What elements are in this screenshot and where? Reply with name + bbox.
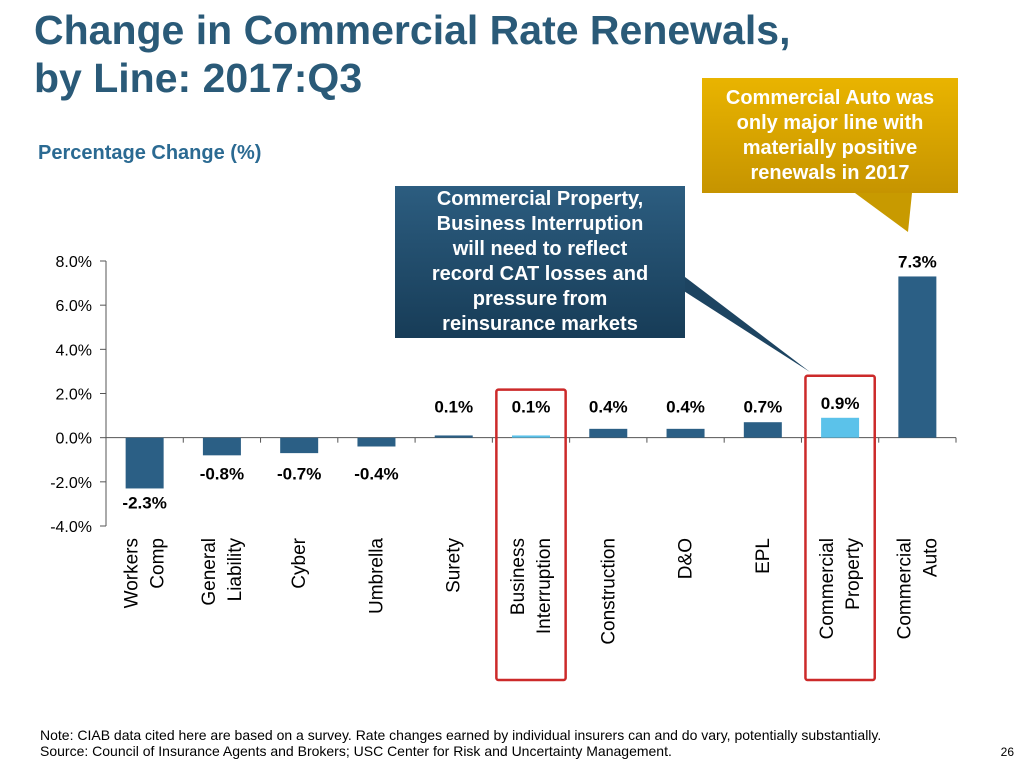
category-label: Workers <box>122 538 143 608</box>
category-label: General <box>199 538 220 606</box>
bar <box>202 437 241 456</box>
bar <box>434 435 473 438</box>
highlight-box <box>495 388 567 682</box>
bar <box>280 437 319 454</box>
y-tick-label: -2.0% <box>50 475 92 492</box>
category-label: Interruption <box>534 538 555 634</box>
data-label: 0.1% <box>512 398 551 417</box>
category-label: Umbrella <box>366 538 387 614</box>
category-label: Construction <box>598 538 619 645</box>
slide-title-line1: Change in Commercial Rate Renewals, <box>34 7 791 53</box>
bar <box>512 435 550 438</box>
data-label: -2.3% <box>122 493 166 512</box>
callout-commercial-property-line: Commercial Property, <box>436 188 644 210</box>
bar <box>666 428 705 438</box>
data-label: -0.7% <box>277 465 321 484</box>
callout-commercial-auto-line: renewals in 2017 <box>750 162 910 184</box>
category-label: Liability <box>225 538 246 602</box>
category-label: Comp <box>148 538 169 589</box>
data-label: -0.4% <box>354 465 398 484</box>
axis-title: Percentage Change (%) <box>38 142 262 164</box>
category-label: EPL <box>753 538 774 574</box>
category-label: Auto <box>920 538 941 577</box>
category-label: Commercial <box>894 538 915 639</box>
bar <box>743 422 782 438</box>
bar <box>821 417 860 438</box>
bar <box>898 276 937 438</box>
data-label: 0.7% <box>743 398 782 417</box>
callout-commercial-property-line: record CAT losses and <box>431 263 649 285</box>
y-tick-label: 6.0% <box>56 298 92 315</box>
data-label: 0.4% <box>589 398 628 417</box>
y-tick-label: 0.0% <box>56 431 92 448</box>
page-number: 26 <box>1000 745 1014 759</box>
data-label: 0.4% <box>666 398 705 417</box>
callout-commercial-property: Commercial Property, Business Interruptio… <box>395 186 685 338</box>
category-label: Business <box>508 538 529 615</box>
category-label: Property <box>843 538 864 610</box>
bar <box>125 437 164 489</box>
callout-commercial-property-line: reinsurance markets <box>442 313 638 335</box>
callout-commercial-auto-line: only major line with <box>736 112 924 134</box>
y-tick-label: 4.0% <box>56 342 92 359</box>
source-line: Source: Council of Insurance Agents and … <box>40 743 672 759</box>
bar <box>357 437 396 447</box>
category-label: Commercial <box>817 538 838 639</box>
slide-title-line2: by Line: 2017:Q3 <box>34 55 363 101</box>
callout-commercial-property-line: Business Interruption <box>436 213 644 235</box>
callout-commercial-property-line: will need to reflect <box>452 238 628 260</box>
slide-title: Change in Commercial Rate Renewals, by L… <box>34 6 790 102</box>
callout-commercial-auto-line: materially positive <box>742 137 918 159</box>
bar <box>589 428 628 438</box>
y-tick-label: 2.0% <box>56 387 92 404</box>
callout-pointer-property <box>662 277 810 372</box>
category-label: Surety <box>444 538 465 593</box>
data-label: -0.8% <box>200 465 244 484</box>
data-label: 0.1% <box>434 398 473 417</box>
highlight-box <box>804 374 876 682</box>
data-label: 7.3% <box>898 252 937 271</box>
callout-commercial-auto-line: Commercial Auto was <box>725 87 935 109</box>
y-tick-label: 8.0% <box>56 254 92 271</box>
data-label: 0.9% <box>821 394 860 413</box>
category-label: Cyber <box>289 537 310 588</box>
callout-commercial-auto: Commercial Auto was only major line with m… <box>702 78 958 193</box>
y-tick-label: -4.0% <box>50 519 92 536</box>
source-note: Note: CIAB data cited here are based on … <box>40 727 881 759</box>
callout-commercial-property-line: pressure from <box>472 288 608 310</box>
callout-pointer-commercial-auto <box>855 193 912 232</box>
category-label: D&O <box>676 538 697 579</box>
note-line: Note: CIAB data cited here are based on … <box>40 727 882 743</box>
